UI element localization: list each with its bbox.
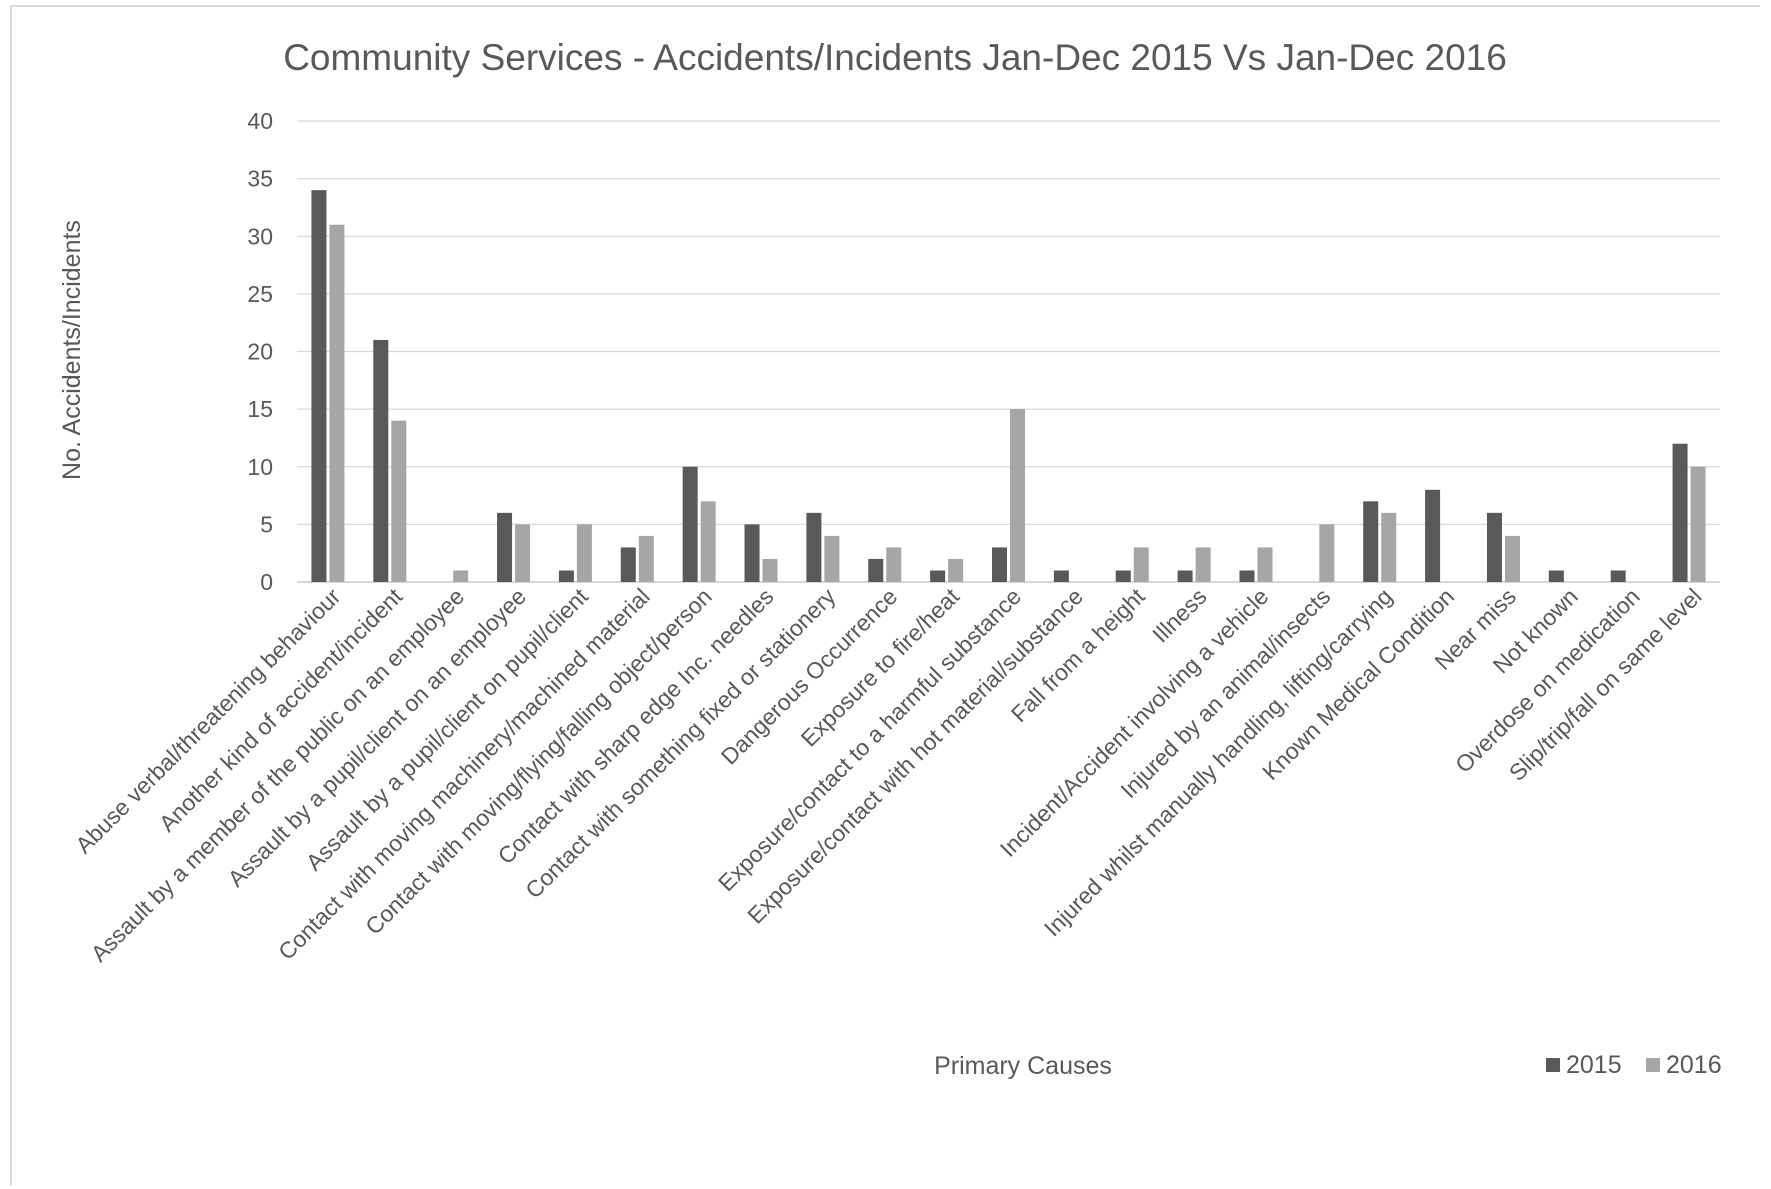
legend-label-2015: 2015 (1566, 1051, 1622, 1079)
bar-2015-12 (992, 547, 1007, 582)
bar-2015-11 (930, 570, 946, 582)
y-tick-label: 15 (247, 396, 273, 422)
bar-2015-22 (1610, 570, 1626, 582)
x-axis-title: Primary Causes (934, 1052, 1112, 1080)
bars (311, 190, 1706, 582)
bar-2016-2 (391, 420, 407, 582)
bar-2015-8 (744, 524, 760, 582)
bar-2016-16 (1257, 547, 1273, 582)
bar-2016-6 (638, 535, 654, 582)
bar-2016-23 (1690, 466, 1706, 582)
bar-2016-17 (1319, 524, 1335, 582)
bar-2015-10 (868, 558, 884, 582)
bar-2016-15 (1195, 547, 1211, 582)
bar-2015-21 (1548, 570, 1564, 582)
bar-2015-18 (1363, 501, 1379, 582)
bar-2016-20 (1504, 535, 1520, 582)
y-tick-label: 5 (260, 511, 273, 537)
bar-2015-9 (806, 512, 822, 582)
bar-2015-6 (620, 547, 636, 582)
legend-swatch-2016 (1646, 1058, 1660, 1072)
bar-2016-11 (948, 558, 964, 582)
bar-2016-12 (1010, 409, 1025, 582)
bar-2016-5 (576, 524, 592, 582)
bar-2015-20 (1486, 512, 1502, 582)
y-tick-label: 0 (260, 569, 273, 595)
bar-2015-14 (1115, 570, 1131, 582)
y-tick-label: 40 (247, 108, 273, 134)
bar-2016-7 (700, 501, 716, 582)
bar-2016-8 (762, 558, 778, 582)
chart-title: Community Services - Accidents/Incidents… (283, 37, 1507, 78)
y-tick-label: 30 (247, 223, 273, 249)
y-axis-ticks: 0 5 10 15 20 25 30 35 40 (247, 108, 273, 595)
bar-2015-23 (1672, 443, 1688, 582)
y-tick-label: 20 (247, 339, 273, 365)
y-tick-label: 25 (247, 281, 273, 307)
y-tick-label: 35 (247, 166, 273, 192)
bar-2015-4 (497, 512, 513, 582)
bar-2016-4 (515, 524, 531, 582)
bar-2015-1 (311, 190, 327, 582)
bar-2016-9 (824, 535, 840, 582)
bar-2015-13 (1053, 570, 1069, 582)
bar-2015-7 (682, 466, 698, 582)
legend: 2015 2016 (1546, 1051, 1722, 1079)
chart-frame (10, 5, 1760, 1185)
bar-2015-5 (558, 570, 574, 582)
y-axis-title: No. Accidents/Incidents (58, 220, 86, 480)
bar-2016-3 (453, 570, 469, 582)
y-tick-label: 10 (247, 454, 273, 480)
gridlines (297, 120, 1720, 583)
bar-2016-18 (1381, 512, 1397, 582)
x-axis-category-labels: Abuse verbal/threatening behaviourAnothe… (70, 583, 1706, 967)
bar-2016-14 (1133, 547, 1149, 582)
bar-2016-10 (886, 547, 902, 582)
bar-2015-19 (1425, 489, 1441, 582)
bar-2015-16 (1239, 570, 1255, 582)
bar-2015-15 (1177, 570, 1193, 582)
legend-swatch-2015 (1546, 1058, 1560, 1072)
bar-2015-2 (373, 339, 389, 582)
legend-label-2016: 2016 (1666, 1051, 1722, 1079)
bar-2016-1 (329, 224, 345, 582)
